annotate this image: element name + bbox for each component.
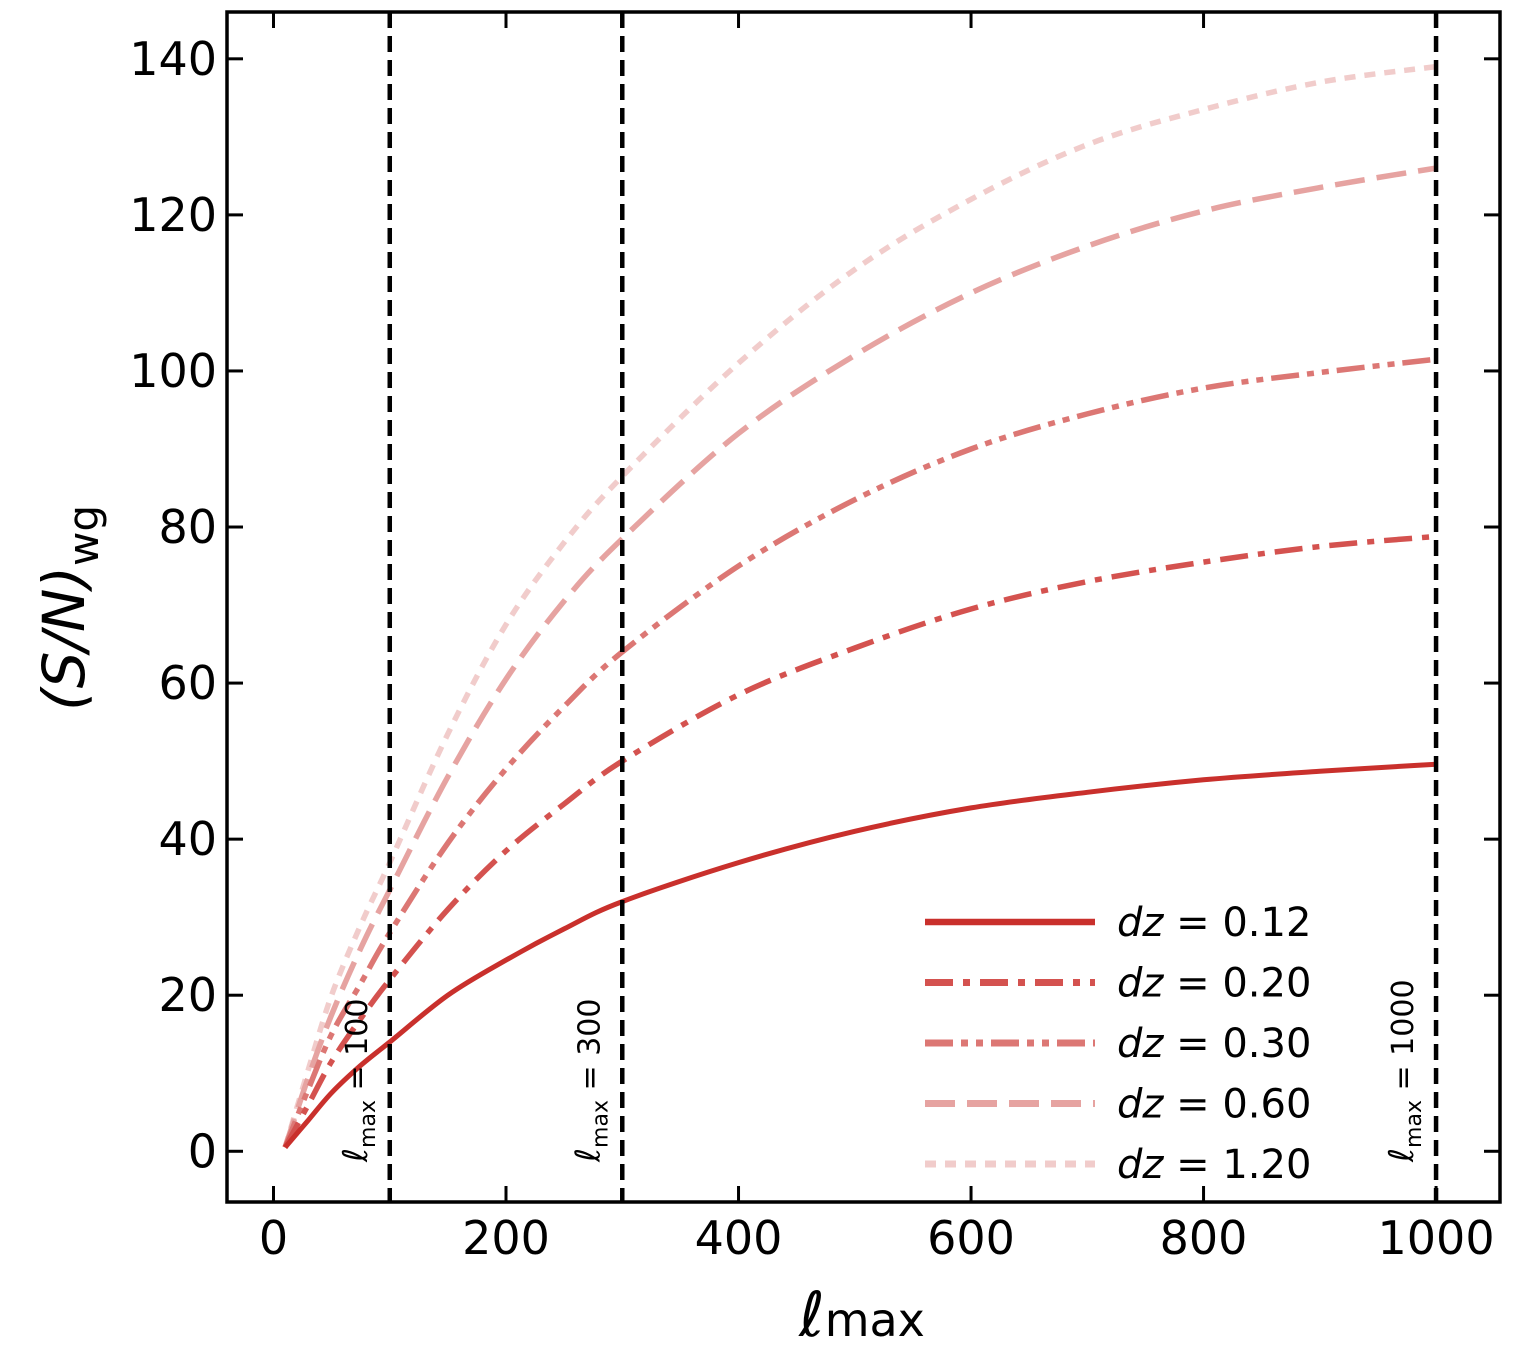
legend-label-eq: = [1163,1082,1222,1128]
x-axis-title-ell: ℓ [798,1278,825,1351]
plot-frame [225,10,1502,1204]
axis-ticks: 0 200 400 600 800 1000 0 20 40 60 80 100 120 140 [129,12,1500,1265]
y-axis-title-main: (S/N) [30,566,98,711]
vline-label-value: = 100 [340,999,375,1100]
legend-label-dz-1-20: dz = 1.20 [1117,1142,1311,1188]
legend-label-value: 0.60 [1222,1082,1311,1128]
x-tick-label: 800 [1160,1211,1248,1265]
vline-label-ell: ℓ [336,1148,376,1163]
vline-label-value: = 300 [572,999,607,1100]
legend-label-value: 0.30 [1222,1021,1311,1067]
vline-label-ell: ℓ [568,1148,608,1163]
vline-label-value: = 1000 [1386,979,1421,1100]
series-lines [282,63,1437,1150]
vline-label-sub: max [356,1100,381,1148]
y-axis-title-sub: wg [59,505,108,566]
legend-label-var: dz [1117,1142,1164,1188]
legend-label-dz-0-30: dz = 0.30 [1117,1021,1311,1067]
y-tick-label: 40 [158,812,217,866]
axis-labels: ℓmax(S/N)wg [30,505,925,1351]
legend-label-value: 0.20 [1222,961,1311,1007]
y-tick-label: 80 [158,500,217,554]
vline-label-lmax-1000: ℓmax = 1000 [1382,979,1427,1163]
vline-label-sub: max [1402,1100,1427,1148]
x-tick-label: 600 [927,1211,1015,1265]
y-tick-label: 140 [129,32,217,86]
legend-label-var: dz [1117,1082,1164,1128]
x-tick-label: 1000 [1378,1211,1495,1265]
x-tick-label: 400 [695,1211,783,1265]
x-axis-title: ℓmax [798,1278,925,1351]
vline-label-sub: max [588,1100,613,1148]
y-tick-label: 20 [158,968,217,1022]
legend-label-eq: = [1163,1142,1222,1188]
x-axis-title-sub: max [825,1293,925,1347]
vline-label-lmax-100: ℓmax = 100 [336,999,381,1163]
y-axis-title: (S/N)wg [30,505,108,711]
y-tick-label: 0 [188,1124,217,1178]
series-line-dz-0-12 [283,761,1437,1150]
y-tick-label: 120 [129,188,217,242]
legend-label-var: dz [1117,961,1164,1007]
y-tick-label: 100 [129,344,217,398]
series-line-dz-0-20 [282,533,1437,1149]
y-tick-label: 60 [158,656,217,710]
legend-label-eq: = [1163,900,1222,946]
x-tick-label: 200 [462,1211,550,1265]
legend-label-value: 1.20 [1222,1142,1311,1188]
legend-label-eq: = [1163,961,1222,1007]
legend-label-dz-0-12: dz = 0.12 [1117,900,1311,946]
legend-label-eq: = [1163,1021,1222,1067]
series-line-dz-0-30 [282,356,1437,1149]
vline-label-lmax-300: ℓmax = 300 [568,999,613,1163]
legend-label-var: dz [1117,1021,1164,1067]
legend-label-dz-0-60: dz = 0.60 [1117,1082,1311,1128]
legend-label-value: 0.12 [1222,900,1311,946]
series-line-dz-0-60 [282,165,1437,1149]
vline-label-ell: ℓ [1382,1148,1422,1163]
x-tick-label: 0 [259,1211,288,1265]
legend-label-var: dz [1117,900,1164,946]
legend-label-dz-0-20: dz = 0.20 [1117,961,1311,1007]
plot-border [225,10,1502,1204]
